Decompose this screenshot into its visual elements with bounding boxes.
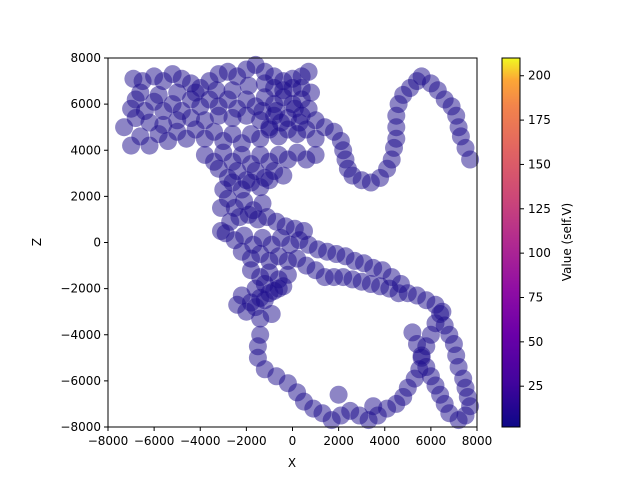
colorbar-tick-label: 50 (528, 335, 543, 349)
scatter-point (364, 397, 383, 416)
colorbar-tick-label: 75 (528, 290, 543, 304)
scatter-point (126, 109, 145, 127)
scatter-point (255, 291, 274, 310)
scatter-point (223, 81, 242, 100)
scatter-point (285, 99, 304, 118)
x-tick-label: −6000 (134, 434, 175, 448)
colorbar-tick-label: 100 (528, 246, 551, 260)
x-tick-label: 0 (289, 434, 297, 448)
scatter-point (209, 106, 228, 125)
scatter-point (403, 323, 422, 342)
y-tick-label: 0 (93, 236, 101, 250)
scatter-point (186, 83, 205, 102)
colorbar-tick-label: 125 (528, 202, 551, 216)
scatter-point (290, 113, 309, 132)
y-tick-label: 8000 (70, 51, 101, 65)
x-axis-ticks: −8000 −6000 −4000 −2000 0 2000 4000 6000 8000 (88, 427, 493, 448)
colorbar-ticks: 25 50 75 100 125 150 175 200 (520, 69, 551, 393)
colorbar-tick-label: 200 (528, 69, 551, 83)
x-tick-label: 2000 (323, 434, 354, 448)
scatter-point (461, 150, 480, 169)
scatter-point (253, 102, 272, 120)
scatter-point (267, 102, 286, 120)
scatter-point (195, 111, 214, 130)
colorbar-tick-label: 175 (528, 113, 551, 127)
scatter-point (168, 111, 187, 130)
x-tick-label: 8000 (462, 434, 493, 448)
colorbar-tick-label: 25 (528, 379, 543, 393)
scatter-point (274, 166, 293, 185)
scatter-point (329, 385, 348, 404)
x-axis-label: X (288, 456, 296, 470)
y-axis-label: Z (30, 238, 44, 246)
scatter-point (253, 194, 272, 213)
scatter-point (237, 106, 256, 125)
scatter-point (207, 81, 226, 100)
scatter-point (223, 109, 242, 127)
scatter-points (115, 55, 480, 430)
colorbar-frame (501, 57, 521, 428)
scatter-point (149, 85, 168, 104)
y-axis-ticks: −8000 −6000 −4000 −2000 0 2000 4000 6000 8000 (60, 51, 108, 434)
y-tick-label: 4000 (70, 143, 101, 157)
y-tick-label: −8000 (60, 420, 101, 434)
y-tick-label: −4000 (60, 328, 101, 342)
scatter-point (306, 145, 325, 164)
scatter-point (140, 113, 159, 132)
scatter-point (262, 305, 281, 323)
scatter-point (168, 83, 187, 102)
x-tick-label: −4000 (180, 434, 221, 448)
y-tick-label: 6000 (70, 97, 101, 111)
y-tick-label: −6000 (60, 374, 101, 388)
x-tick-label: 4000 (369, 434, 400, 448)
scatter-point (182, 109, 200, 127)
colorbar-tick-label: 150 (528, 157, 551, 171)
x-tick-label: −8000 (88, 434, 129, 448)
scatter-point (239, 76, 258, 95)
scatter-point (299, 62, 318, 81)
y-tick-label: 2000 (70, 189, 101, 203)
colorbar-label: Value (self.V) (560, 203, 574, 281)
scatter-point (269, 279, 288, 298)
scatter-point (154, 115, 173, 134)
x-tick-label: −2000 (226, 434, 267, 448)
scatter-point (255, 74, 274, 93)
x-tick-label: 6000 (416, 434, 447, 448)
scatter-point (299, 99, 318, 118)
colorbar (502, 58, 520, 427)
scatter-point (302, 83, 320, 102)
y-tick-label: −2000 (60, 282, 101, 296)
scatter-point (260, 171, 279, 190)
